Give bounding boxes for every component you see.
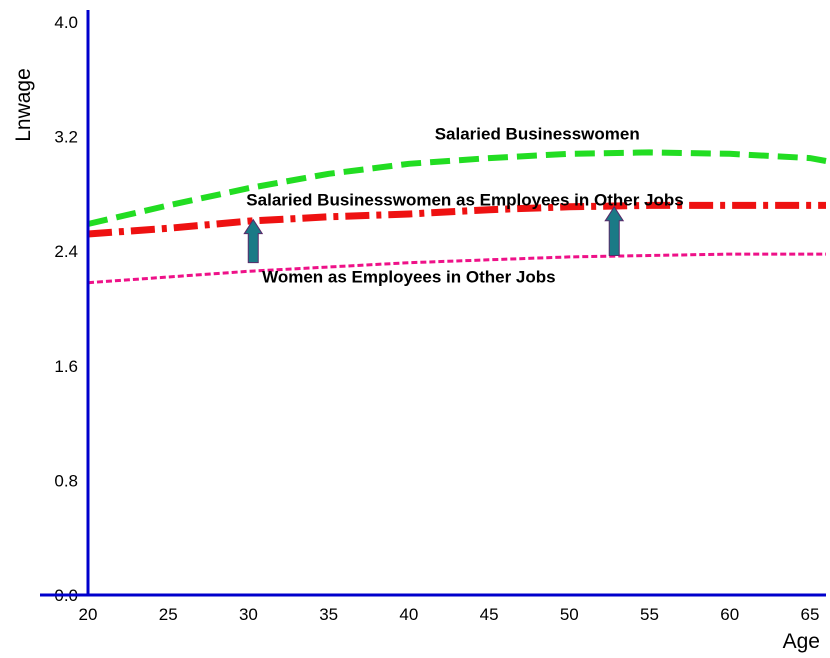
- x-tick-label: 65: [800, 605, 819, 624]
- series-lines: [87, 149, 827, 285]
- y-axis-title: Lnwage: [12, 68, 35, 142]
- x-tick-label: 25: [159, 605, 178, 624]
- x-tick-label: 45: [480, 605, 499, 624]
- y-tick-label: 2.4: [54, 242, 78, 261]
- y-tick-label: 0.8: [54, 471, 78, 490]
- x-axis-title: Age: [783, 630, 820, 653]
- arrow-up-icon: [604, 205, 625, 256]
- annotation-label: Salaried Businesswomen as Employees in O…: [246, 190, 683, 209]
- x-axis-ticks: 20 25 30 35 40 45 50 55 60 65: [79, 605, 820, 624]
- y-tick-label: 1.6: [54, 357, 78, 376]
- x-tick-label: 20: [79, 605, 98, 624]
- annotations: Salaried Businesswomen Salaried Businessw…: [246, 124, 683, 286]
- annotation-label: Women as Employees in Other Jobs: [262, 268, 556, 287]
- y-tick-label: 4.0: [54, 13, 78, 32]
- series-line-3: [87, 252, 826, 285]
- x-tick-label: 60: [720, 605, 739, 624]
- arrow-up-icon: [243, 218, 264, 264]
- y-tick-label: 3.2: [54, 128, 78, 147]
- arrows: [243, 205, 625, 264]
- y-axis-ticks: 0.00.81.62.43.24.0: [54, 13, 78, 605]
- x-tick-label: 50: [560, 605, 579, 624]
- x-tick-label: 35: [319, 605, 338, 624]
- x-tick-label: 30: [239, 605, 258, 624]
- series-line-2: [87, 201, 826, 238]
- series-line-1: [87, 149, 827, 227]
- annotation-label: Salaried Businesswomen: [435, 124, 640, 143]
- x-tick-label: 40: [399, 605, 418, 624]
- x-tick-label: 55: [640, 605, 659, 624]
